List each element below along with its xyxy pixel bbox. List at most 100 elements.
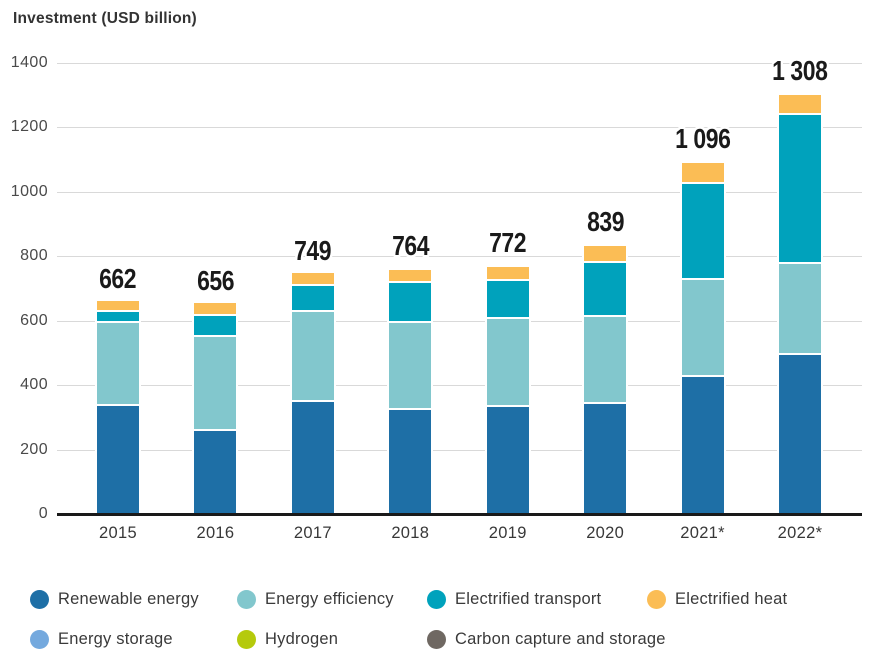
x-tick-label: 2020 — [586, 524, 625, 542]
chart-title: Investment (USD billion) — [13, 10, 197, 27]
gridline — [57, 191, 862, 193]
bar-segment-renewable-energy — [486, 407, 529, 514]
y-tick-label: 600 — [20, 311, 48, 329]
x-tick-label: 2017 — [293, 524, 332, 542]
bar-segment-electrified-transport — [291, 285, 334, 313]
bar-segment-renewable-energy — [291, 401, 334, 514]
x-tick-label: 2022* — [777, 524, 823, 542]
bar-total-value: 1 096 — [674, 122, 731, 154]
bar-segment-energy-efficiency — [389, 322, 432, 410]
bar-segment-energy-efficiency — [291, 312, 334, 402]
bar-segment-electrified-heat — [194, 302, 237, 316]
bar-total-value: 764 — [391, 229, 429, 261]
gridline — [57, 256, 862, 258]
bar-segment-energy-efficiency — [486, 319, 529, 408]
legend-label: Hydrogen — [265, 630, 339, 648]
legend-item-energy-storage: Energy storage — [30, 630, 173, 649]
legend-swatch-icon — [237, 630, 256, 649]
bar-total-value: 662 — [99, 262, 137, 294]
bar-segment-electrified-heat — [486, 267, 529, 282]
legend-label: Energy efficiency — [265, 590, 394, 608]
bar-segment-renewable-energy — [681, 377, 724, 514]
bar-segment-electrified-heat — [779, 95, 821, 116]
bar-2017 — [289, 270, 336, 517]
legend-swatch-icon — [427, 630, 446, 649]
x-tick-label: 2019 — [488, 524, 527, 542]
bar-segment-energy-efficiency — [779, 263, 821, 356]
legend-swatch-icon — [30, 590, 49, 609]
bar-segment-energy-efficiency — [97, 322, 139, 407]
y-tick-label: 800 — [20, 247, 48, 265]
bar-segment-electrified-heat — [291, 272, 334, 286]
legend-label: Carbon capture and storage — [455, 630, 666, 648]
bar-segment-energy-storage — [389, 267, 432, 270]
bar-segment-energy-storage — [779, 92, 821, 96]
bar-total-value: 749 — [294, 234, 332, 266]
legend-label: Electrified transport — [455, 590, 602, 608]
legend-label: Renewable energy — [58, 590, 199, 608]
bar-total-label: 772 — [423, 227, 593, 259]
y-tick-label: 200 — [20, 440, 48, 458]
gridline — [57, 385, 862, 387]
y-tick-label: 1000 — [10, 182, 48, 200]
bar-2015 — [95, 298, 141, 517]
bar-total-value: 839 — [586, 205, 624, 237]
y-tick-label: 0 — [38, 505, 48, 522]
x-tick-label: 2015 — [99, 524, 137, 542]
gridline — [57, 449, 862, 451]
legend-item-energy-efficiency: Energy efficiency — [237, 590, 394, 609]
legend-item-carbon-capture-and-storage: Carbon capture and storage — [427, 630, 666, 649]
legend-item-renewable-energy: Renewable energy — [30, 590, 199, 609]
y-tick-label: 1400 — [10, 54, 48, 71]
bar-total-label: 749 — [228, 235, 398, 267]
legend-swatch-icon — [30, 630, 49, 649]
x-axis-line — [57, 513, 862, 516]
bar-segment-energy-efficiency — [584, 317, 627, 404]
bar-2020 — [582, 241, 629, 517]
bar-segment-energy-efficiency — [194, 337, 237, 431]
bar-total-label: 656 — [130, 265, 300, 297]
bar-segment-electrified-transport — [194, 315, 237, 338]
bar-segment-electrified-transport — [97, 312, 139, 323]
bar-2021 — [679, 158, 726, 517]
bar-2018 — [387, 265, 434, 517]
bar-segment-electrified-heat — [584, 245, 627, 263]
bar-total-value: 656 — [196, 264, 234, 296]
bar-segment-electrified-transport — [779, 115, 821, 264]
legend-item-hydrogen: Hydrogen — [237, 630, 338, 649]
bar-segment-renewable-energy — [389, 409, 432, 514]
x-tick-label: 2018 — [391, 524, 430, 542]
y-tick-label: 1200 — [10, 118, 48, 136]
bar-segment-energy-storage — [681, 160, 724, 164]
bar-total-label: 839 — [520, 206, 690, 238]
legend-swatch-icon — [427, 590, 446, 609]
bar-segment-electrified-transport — [584, 262, 627, 318]
gridline — [57, 127, 862, 129]
legend-label: Energy storage — [58, 630, 173, 648]
bar-segment-renewable-energy — [779, 355, 821, 514]
bar-segment-renewable-energy — [194, 430, 237, 514]
legend-item-electrified-heat: Electrified heat — [647, 590, 787, 609]
x-tick-label: 2016 — [196, 524, 235, 542]
bar-segment-electrified-transport — [486, 281, 529, 320]
gridline — [57, 63, 862, 64]
gridline — [57, 320, 862, 322]
bar-segment-electrified-transport — [681, 184, 724, 281]
bar-2022 — [777, 90, 823, 517]
bar-segment-electrified-transport — [389, 283, 432, 323]
legend-swatch-icon — [237, 590, 256, 609]
x-tick-label: 2021* — [680, 524, 725, 542]
bar-segment-energy-storage — [486, 265, 529, 268]
bar-total-value: 772 — [489, 227, 527, 259]
bar-segment-energy-efficiency — [681, 280, 724, 378]
bar-segment-renewable-energy — [97, 406, 139, 514]
bar-total-label: 662 — [33, 263, 203, 295]
bar-total-label: 1 308 — [715, 55, 870, 87]
bar-total-label: 1 096 — [618, 123, 788, 155]
bar-segment-electrified-heat — [389, 269, 432, 284]
bar-segment-electrified-heat — [97, 300, 139, 313]
bar-segment-energy-storage — [584, 243, 627, 246]
legend-item-electrified-transport: Electrified transport — [427, 590, 601, 609]
bar-total-label: 764 — [325, 230, 495, 262]
